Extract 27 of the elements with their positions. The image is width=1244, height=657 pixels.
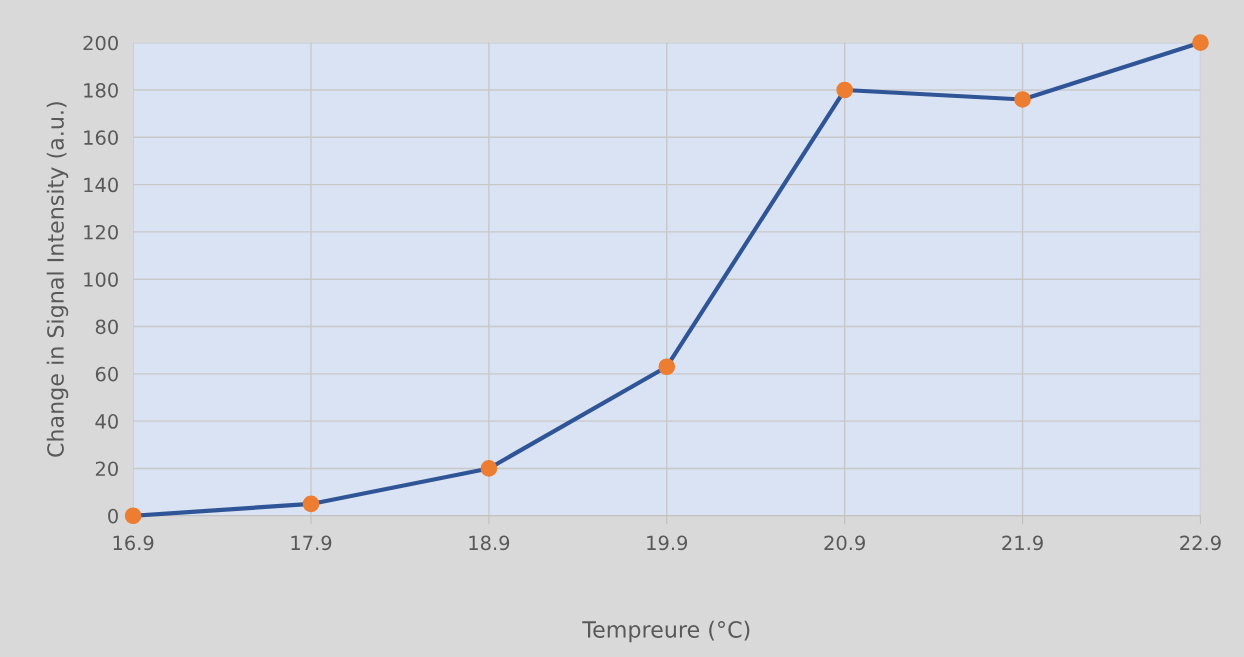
y-tick-label: 100 xyxy=(84,272,118,287)
point xyxy=(302,495,320,513)
x-tick-label: 20.9 xyxy=(824,535,865,551)
x-tick-label: 18.9 xyxy=(469,535,510,551)
y-tick-label: 80 xyxy=(95,319,118,335)
point xyxy=(480,460,498,477)
y-tick-label: 40 xyxy=(95,414,118,429)
x-axis-title: Tempreure (°C) xyxy=(582,620,750,643)
x-tick-label: 22.9 xyxy=(1180,535,1221,551)
y-tick-label: 120 xyxy=(84,224,118,240)
y-tick-label: 200 xyxy=(83,35,118,51)
point xyxy=(658,358,676,376)
y-tick-label: 20 xyxy=(95,461,118,477)
y-tick-label: 160 xyxy=(84,130,118,145)
y-tick-label: 60 xyxy=(95,366,118,382)
point xyxy=(124,507,142,525)
x-tick-label: 17.9 xyxy=(291,535,332,551)
y-tick-label: 0 xyxy=(108,508,118,524)
x-tick-label: 19.9 xyxy=(647,535,688,551)
y-axis-title: Change in Signal Intensity (a.u.) xyxy=(46,102,69,457)
x-tick-label: 16.9 xyxy=(113,535,154,551)
point xyxy=(1192,34,1209,52)
point xyxy=(1014,91,1031,108)
y-tick-label: 180 xyxy=(84,82,118,98)
x-tick-label: 21.9 xyxy=(1002,535,1043,551)
y-tick-label: 140 xyxy=(84,177,118,193)
point xyxy=(836,81,854,99)
